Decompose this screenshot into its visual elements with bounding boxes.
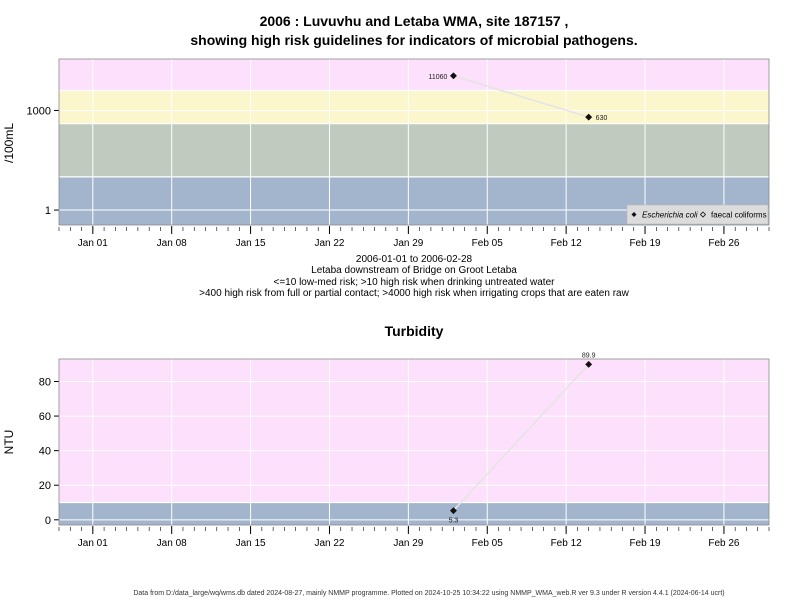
- chart1-note-site: Letaba downstream of Bridge on Groot Let…: [311, 265, 517, 276]
- chart2-data-label: 5.3: [449, 518, 459, 525]
- chart1-plot-area: 1 1000 Jan 01 Jan 08 Jan 15 Jan 22 Jan 29 Feb 0…: [27, 58, 770, 249]
- chart2-y-tick-label: 60: [39, 411, 51, 423]
- chart2-x-tick-label: Feb 26: [708, 538, 740, 549]
- chart1-data-point: [449, 72, 457, 80]
- chart2-y-axis-label: NTU: [2, 430, 16, 455]
- legend-marker-filled: [631, 212, 637, 217]
- chart2-x-tick-label: Jan 15: [236, 538, 266, 549]
- chart1-note-guideline-1: <=10 low-med risk; >10 high risk when dr…: [274, 277, 556, 288]
- chart2-x-tick-label: Feb 12: [551, 538, 583, 549]
- chart2-x-tick-label: Jan 29: [393, 538, 423, 549]
- legend-marker-open: [699, 211, 707, 218]
- chart2-y-tick-label: 40: [39, 446, 51, 458]
- chart1-x-tick-label: Feb 19: [629, 238, 661, 249]
- legend-label: faecal coliforms: [711, 211, 767, 220]
- chart2-data-point: [585, 360, 593, 368]
- chart2-series-line: [452, 363, 590, 512]
- chart1-note-guideline-2: >400 high risk from full or partial cont…: [199, 288, 629, 299]
- chart1-plot-frame: [58, 58, 770, 226]
- chart2-y-tick-label: 20: [39, 480, 51, 492]
- chart1-data-point: [585, 113, 593, 121]
- chart1-x-tick-label: Jan 22: [314, 238, 344, 249]
- chart1-y-axis-label: /100mL: [2, 123, 16, 163]
- chart1-x-tick-label: Jan 15: [236, 238, 266, 249]
- chart2-x-tick-label: Jan 08: [157, 538, 187, 549]
- chart1-note-date-range: 2006-01-01 to 2006-02-28: [356, 254, 473, 265]
- chart2-x-tick-label: Feb 19: [629, 538, 661, 549]
- chart2-plot-area: 0 20 40 60 80 Jan 01 Jan 08 Jan 15 Jan 22 Jan 29 F…: [39, 352, 770, 549]
- chart1-legend: Escherichia coli faecal coliforms: [626, 204, 769, 225]
- chart1-title-line1: 2006 : Luvuvhu and Letaba WMA, site 1871…: [260, 13, 569, 29]
- chart2-y-tick-label: 0: [45, 515, 51, 527]
- chart1-x-tick-label: Feb 12: [551, 238, 583, 249]
- chart1-x-tick-label: Jan 29: [393, 238, 423, 249]
- chart2-risk-band-1: [59, 502, 769, 525]
- chart1-risk-band-4: [59, 59, 769, 91]
- chart1-series-line: [453, 75, 589, 118]
- footer-note: Data from D:/data_large/wq/wms.db dated …: [133, 590, 724, 597]
- chart2-title: Turbidity: [385, 323, 444, 339]
- chart1-y-tick-label: 1000: [27, 105, 51, 117]
- legend-box: [626, 204, 769, 225]
- chart2-x-tick-label: Jan 22: [314, 538, 344, 549]
- chart1-x-tick-label: Jan 08: [157, 238, 187, 249]
- chart2-plot-frame: [58, 358, 770, 526]
- chart2-x-tick-label: Feb 05: [472, 538, 504, 549]
- chart1-title-line2: showing high risk guidelines for indicat…: [190, 32, 637, 48]
- chart1-y-tick-label: 1: [45, 205, 51, 217]
- chart1-x-tick-label: Feb 26: [708, 238, 740, 249]
- chart2-x-tick-label: Jan 01: [78, 538, 108, 549]
- chart1-x-tick-label: Jan 01: [78, 238, 108, 249]
- chart1-data-label: 11060: [428, 74, 447, 81]
- chart2-risk-band-2: [59, 359, 769, 503]
- chart2-data-point: [449, 507, 457, 515]
- chart2-data-label: 89.9: [582, 352, 596, 359]
- legend-label: Escherichia coli: [642, 211, 698, 220]
- chart2-y-tick-label: 80: [39, 376, 51, 388]
- chart1-x-tick-label: Feb 05: [472, 238, 504, 249]
- chart1-data-label: 630: [596, 115, 608, 122]
- chart1-risk-band-3: [59, 90, 769, 124]
- chart1-risk-band-2: [59, 123, 769, 177]
